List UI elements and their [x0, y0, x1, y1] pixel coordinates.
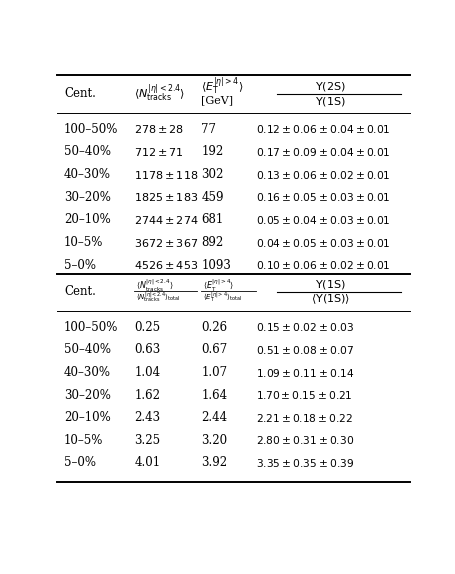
Text: 0.63: 0.63 — [135, 343, 161, 356]
Text: $\langle N_{\rm tracks}^{|\eta|<2.4}\rangle$: $\langle N_{\rm tracks}^{|\eta|<2.4}\ran… — [135, 83, 186, 104]
Text: 0.26: 0.26 — [202, 321, 228, 334]
Text: $1825 \pm 183$: $1825 \pm 183$ — [135, 191, 199, 203]
Text: $\langle E_{\rm T}^{|\eta|>4}\rangle_{\rm total}$: $\langle E_{\rm T}^{|\eta|>4}\rangle_{\r… — [202, 290, 242, 305]
Text: 1093: 1093 — [202, 259, 231, 272]
Text: Cent.: Cent. — [64, 285, 96, 298]
Text: 3.20: 3.20 — [202, 433, 228, 447]
Text: 30–20%: 30–20% — [64, 389, 111, 402]
Text: 0.67: 0.67 — [202, 343, 228, 356]
Text: 77: 77 — [202, 123, 217, 136]
Text: 1.04: 1.04 — [135, 366, 161, 379]
Text: $0.13 \pm 0.06 \pm 0.02 \pm 0.01$: $0.13 \pm 0.06 \pm 0.02 \pm 0.01$ — [256, 169, 391, 180]
Text: 5–0%: 5–0% — [64, 259, 96, 272]
Text: 50–40%: 50–40% — [64, 145, 111, 158]
Text: $\langle N_{\rm tracks}^{|\eta|<2.4}\rangle$: $\langle N_{\rm tracks}^{|\eta|<2.4}\ran… — [136, 277, 173, 293]
Text: $0.16 \pm 0.05 \pm 0.03 \pm 0.01$: $0.16 \pm 0.05 \pm 0.03 \pm 0.01$ — [256, 191, 391, 203]
Text: 892: 892 — [202, 236, 224, 249]
Text: 3.25: 3.25 — [135, 433, 161, 447]
Text: $4526 \pm 453$: $4526 \pm 453$ — [135, 259, 199, 271]
Text: 2.44: 2.44 — [202, 411, 228, 424]
Text: 3.92: 3.92 — [202, 456, 228, 469]
Text: $0.04 \pm 0.05 \pm 0.03 \pm 0.01$: $0.04 \pm 0.05 \pm 0.03 \pm 0.01$ — [256, 236, 391, 249]
Text: 302: 302 — [202, 168, 224, 181]
Text: 40–30%: 40–30% — [64, 168, 111, 181]
Text: $\Upsilon(1{\rm S})$: $\Upsilon(1{\rm S})$ — [315, 95, 345, 108]
Text: 1.07: 1.07 — [202, 366, 228, 379]
Text: 30–20%: 30–20% — [64, 191, 111, 204]
Text: 0.25: 0.25 — [135, 321, 161, 334]
Text: $1.09 \pm 0.11 \pm 0.14$: $1.09 \pm 0.11 \pm 0.14$ — [256, 367, 354, 378]
Text: $3672 \pm 367$: $3672 \pm 367$ — [135, 236, 199, 249]
Text: $278 \pm 28$: $278 \pm 28$ — [135, 123, 185, 135]
Text: [GeV]: [GeV] — [202, 95, 233, 105]
Text: $3.35 \pm 0.35 \pm 0.39$: $3.35 \pm 0.35 \pm 0.39$ — [256, 457, 354, 469]
Text: $2.21 \pm 0.18 \pm 0.22$: $2.21 \pm 0.18 \pm 0.22$ — [256, 412, 353, 424]
Text: Cent.: Cent. — [64, 87, 96, 100]
Text: 20–10%: 20–10% — [64, 411, 111, 424]
Text: $1.70 \pm 0.15 \pm 0.21$: $1.70 \pm 0.15 \pm 0.21$ — [256, 389, 353, 401]
Text: $\Upsilon(1{\rm S})$: $\Upsilon(1{\rm S})$ — [315, 278, 345, 290]
Text: 20–10%: 20–10% — [64, 213, 111, 226]
Text: 10–5%: 10–5% — [64, 433, 103, 447]
Text: 5–0%: 5–0% — [64, 456, 96, 469]
Text: $0.51 \pm 0.08 \pm 0.07$: $0.51 \pm 0.08 \pm 0.07$ — [256, 344, 354, 356]
Text: 681: 681 — [202, 213, 224, 226]
Text: $\langle\Upsilon(1{\rm S})\rangle$: $\langle\Upsilon(1{\rm S})\rangle$ — [310, 293, 350, 307]
Text: 40–30%: 40–30% — [64, 366, 111, 379]
Text: $0.15 \pm 0.02 \pm 0.03$: $0.15 \pm 0.02 \pm 0.03$ — [256, 321, 354, 333]
Text: $\langle N_{\rm tracks}^{|\eta|<2.4}\rangle_{\rm total}$: $\langle N_{\rm tracks}^{|\eta|<2.4}\ran… — [136, 290, 180, 305]
Text: 100–50%: 100–50% — [64, 321, 118, 334]
Text: $\langle E_{\rm T}^{|\eta|>4}\rangle$: $\langle E_{\rm T}^{|\eta|>4}\rangle$ — [202, 76, 244, 98]
Text: 459: 459 — [202, 191, 224, 204]
Text: $\langle E_{\rm T}^{|\eta|>4}\rangle$: $\langle E_{\rm T}^{|\eta|>4}\rangle$ — [202, 277, 234, 293]
Text: 192: 192 — [202, 145, 224, 158]
Text: 4.01: 4.01 — [135, 456, 161, 469]
Text: $1178 \pm 118$: $1178 \pm 118$ — [135, 169, 199, 180]
Text: $0.10 \pm 0.06 \pm 0.02 \pm 0.01$: $0.10 \pm 0.06 \pm 0.02 \pm 0.01$ — [256, 259, 391, 271]
Text: $2.80 \pm 0.31 \pm 0.30$: $2.80 \pm 0.31 \pm 0.30$ — [256, 434, 354, 446]
Text: $0.05 \pm 0.04 \pm 0.03 \pm 0.01$: $0.05 \pm 0.04 \pm 0.03 \pm 0.01$ — [256, 214, 391, 226]
Text: 2.43: 2.43 — [135, 411, 161, 424]
Text: $0.12 \pm 0.06 \pm 0.04 \pm 0.01$: $0.12 \pm 0.06 \pm 0.04 \pm 0.01$ — [256, 123, 391, 135]
Text: $2744 \pm 274$: $2744 \pm 274$ — [135, 214, 199, 226]
Text: 50–40%: 50–40% — [64, 343, 111, 356]
Text: $\Upsilon(2{\rm S})$: $\Upsilon(2{\rm S})$ — [315, 80, 345, 92]
Text: 1.62: 1.62 — [135, 389, 161, 402]
Text: $0.17 \pm 0.09 \pm 0.04 \pm 0.01$: $0.17 \pm 0.09 \pm 0.04 \pm 0.01$ — [256, 146, 391, 158]
Text: 100–50%: 100–50% — [64, 123, 118, 136]
Text: 10–5%: 10–5% — [64, 236, 103, 249]
Text: 1.64: 1.64 — [202, 389, 228, 402]
Text: $712 \pm 71$: $712 \pm 71$ — [135, 146, 184, 158]
